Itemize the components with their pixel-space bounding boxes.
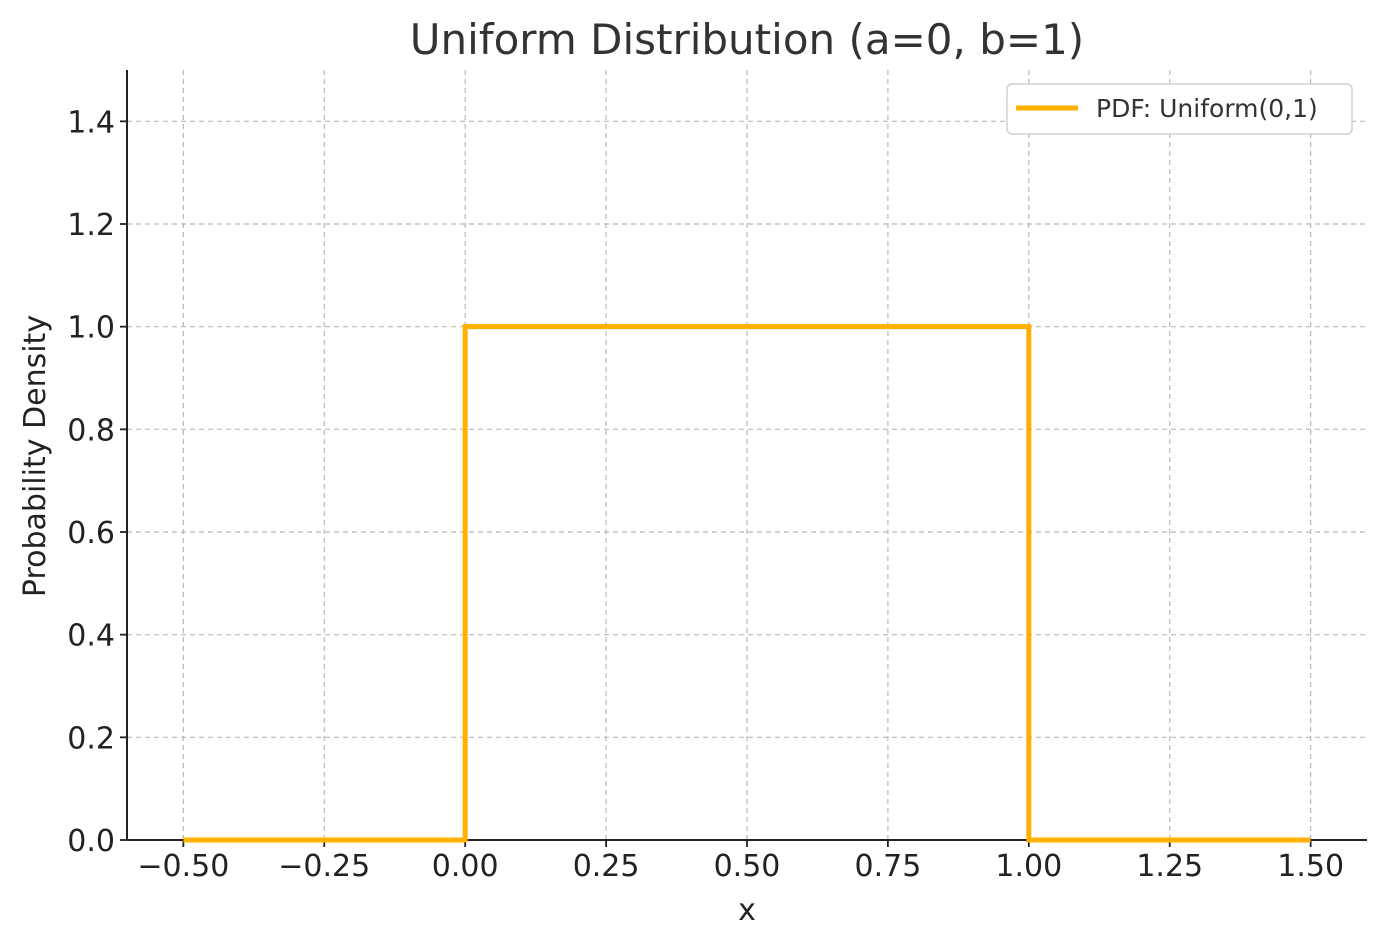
y-tick-label: 0.8 [67, 413, 115, 448]
x-tick-label: −0.50 [137, 849, 229, 884]
y-tick-label: 1.4 [67, 105, 115, 140]
x-tick-label: 1.00 [995, 849, 1062, 884]
y-axis-label: Probability Density [18, 315, 53, 597]
y-tick-label: 1.2 [67, 208, 115, 243]
grid [127, 70, 1367, 841]
x-tick-label: 0.75 [855, 849, 922, 884]
x-axis-label: x [738, 893, 756, 928]
y-tick-label: 0.0 [67, 824, 115, 859]
chart-title: Uniform Distribution (a=0, b=1) [410, 15, 1084, 64]
legend: PDF: Uniform(0,1) [1006, 83, 1353, 135]
series-line-pdf [183, 324, 1311, 843]
axes [126, 70, 1367, 841]
y-tick-label: 0.4 [67, 619, 115, 654]
x-tick-label: 1.25 [1136, 849, 1203, 884]
x-tick-label: 1.50 [1277, 849, 1344, 884]
legend-label: PDF: Uniform(0,1) [1096, 94, 1318, 123]
legend-box [1006, 83, 1353, 135]
y-tick-label: 0.6 [67, 516, 115, 551]
y-tick-label: 0.2 [67, 721, 115, 756]
ticks: −0.50 −0.25 0.00 0.25 0.50 0.75 1.00 1.25 1.50 0.… [67, 105, 1344, 884]
x-tick-label: −0.25 [278, 849, 370, 884]
x-tick-label: 0.00 [432, 849, 499, 884]
y-tick-label: 1.0 [67, 311, 115, 346]
x-tick-label: 0.25 [573, 849, 640, 884]
series-layer [183, 324, 1311, 843]
x-tick-label: 0.50 [714, 849, 781, 884]
